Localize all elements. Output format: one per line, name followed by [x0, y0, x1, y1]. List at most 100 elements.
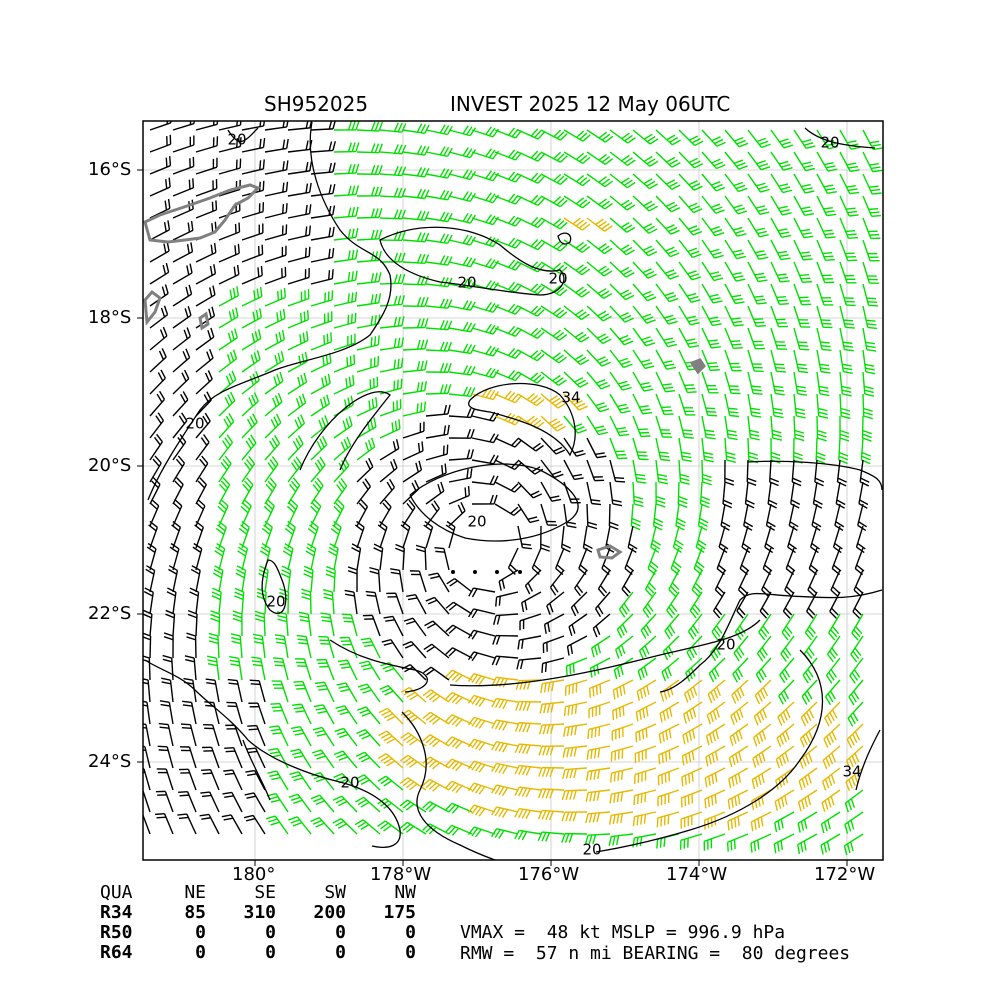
wind-barb	[862, 393, 873, 420]
wind-barb	[356, 208, 383, 219]
wind-barb	[290, 726, 312, 747]
wind-barb	[787, 525, 797, 554]
wind-barb	[843, 833, 864, 856]
wind-barb	[355, 774, 381, 791]
wind-barb	[724, 129, 749, 148]
wind-barb	[816, 305, 833, 329]
wind-barb	[540, 679, 565, 694]
wind-barb	[333, 206, 359, 219]
wind-barb	[829, 591, 841, 619]
wind-barb	[609, 283, 635, 301]
wind-barb	[751, 767, 772, 789]
wind-barb	[655, 239, 680, 258]
wind-barb	[540, 327, 568, 341]
wind-barb	[333, 163, 360, 175]
wind-barb	[563, 195, 591, 209]
wind-barb	[655, 283, 679, 303]
wind-barb	[264, 266, 287, 285]
wind-barb	[399, 821, 427, 835]
wind-barb	[428, 572, 450, 593]
lat-label-18s: 18°S	[88, 307, 132, 328]
wind-barb	[731, 679, 749, 704]
wind-barb	[524, 569, 542, 595]
wind-barb	[328, 543, 339, 571]
wind-barb	[415, 544, 427, 571]
wind-barb	[491, 762, 519, 775]
wind-barb	[218, 222, 241, 241]
radii-value: 0	[195, 922, 206, 943]
wind-barb	[793, 129, 816, 150]
wind-barb	[172, 220, 194, 241]
wind-barb	[586, 459, 605, 482]
wind-barb	[194, 520, 204, 549]
wind-barb	[793, 151, 816, 172]
wind-barb	[632, 459, 647, 484]
wind-barb	[724, 239, 747, 260]
wind-barb	[333, 436, 352, 461]
wind-barb	[744, 481, 755, 509]
wind-barb	[168, 565, 179, 593]
wind-barb	[251, 656, 266, 681]
wind-barb	[720, 503, 731, 531]
wind-barb	[793, 173, 815, 194]
wind-barb	[172, 284, 193, 307]
wind-barb	[355, 796, 381, 813]
wind-barb	[247, 724, 266, 747]
wind-barb	[356, 397, 378, 417]
wind-barb	[356, 121, 384, 132]
wind-barb	[839, 371, 852, 397]
wind-barb	[793, 349, 809, 374]
wind-barb	[563, 261, 591, 276]
wind-barb	[635, 701, 657, 722]
wind-barb	[724, 415, 738, 441]
wind-barb	[491, 741, 519, 753]
wind-barb	[268, 747, 289, 769]
wind-barb	[445, 647, 473, 659]
wind-barb	[586, 437, 607, 459]
wind-barb	[284, 520, 296, 549]
wind-barb	[701, 129, 726, 147]
wind-barb	[832, 525, 843, 554]
wind-barb	[355, 751, 381, 769]
contour-label: 20	[340, 774, 359, 792]
wind-barb	[310, 435, 328, 461]
wind-barb	[448, 468, 473, 483]
radii-value: 0	[335, 922, 346, 943]
wind-barb	[615, 635, 634, 659]
wind-barb	[516, 657, 542, 670]
radii-header-nw: NW	[394, 882, 416, 903]
wind-barb	[246, 747, 266, 769]
wind-barb	[560, 525, 571, 553]
wind-barb	[816, 195, 837, 217]
wind-barb	[178, 790, 197, 813]
wind-barb	[609, 327, 634, 346]
wind-barb	[399, 777, 427, 791]
wind-barb	[741, 525, 752, 554]
wind-barb	[678, 195, 703, 214]
wind-barb	[563, 239, 591, 253]
wind-barb	[537, 809, 565, 821]
wind-barb	[493, 613, 519, 625]
wind-barb	[494, 237, 523, 249]
wind-barb	[632, 195, 658, 212]
wind-barb	[517, 349, 545, 362]
wind-barb	[422, 689, 450, 703]
wind-barb	[149, 390, 166, 417]
wind-barb	[146, 542, 157, 571]
wind-barb	[634, 745, 657, 764]
wind-barb	[839, 217, 859, 239]
wind-barb	[195, 121, 219, 131]
wind-barb	[471, 367, 500, 379]
wind-barb	[467, 716, 496, 729]
wind-barb	[264, 371, 284, 395]
wind-barb	[770, 415, 783, 441]
wind-barb	[448, 169, 477, 181]
wind-barb	[354, 819, 381, 835]
wind-barb	[632, 833, 657, 848]
wind-barb	[172, 327, 191, 351]
wind-barb	[540, 525, 550, 552]
wind-barb	[379, 316, 405, 329]
wind-barb	[730, 701, 749, 725]
wind-barb	[616, 613, 634, 639]
wind-barb	[471, 301, 500, 313]
